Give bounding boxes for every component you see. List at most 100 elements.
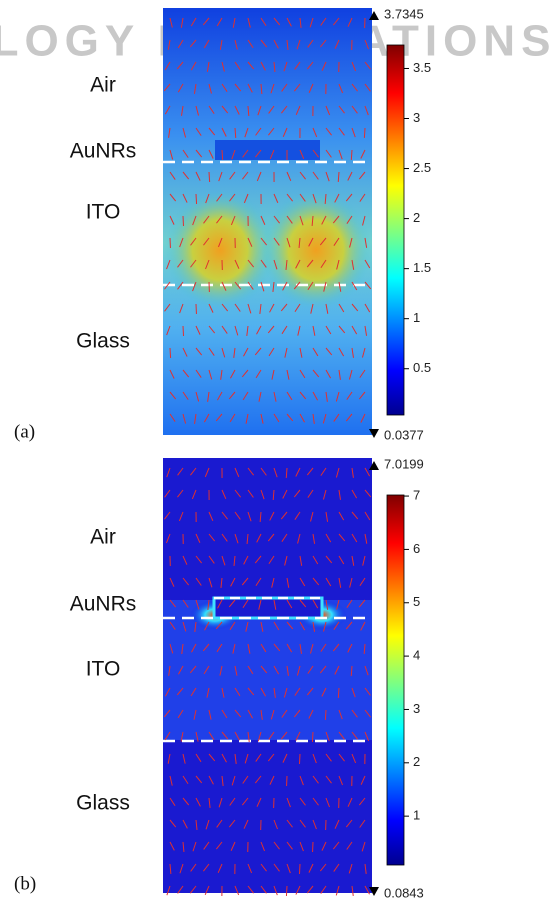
field-arrow <box>206 61 210 72</box>
field-arrow <box>178 511 184 522</box>
field-arrow <box>192 841 197 852</box>
field-arrow <box>221 555 226 566</box>
field-arrow <box>254 555 262 564</box>
field-arrow <box>234 687 241 697</box>
field-arrow <box>364 665 369 676</box>
field-arrow <box>295 731 301 741</box>
field-arrow <box>203 665 210 675</box>
field-arrow <box>208 533 216 542</box>
field-arrow <box>221 687 225 698</box>
field-arrow <box>219 39 223 50</box>
field-arrow <box>295 105 301 115</box>
field-arrow <box>312 369 320 378</box>
field-arrow <box>299 391 307 400</box>
field-arrow <box>351 753 357 764</box>
field-arrow <box>325 127 332 136</box>
field-arrow <box>256 533 262 543</box>
field-arrow <box>194 621 197 632</box>
hotspot <box>165 190 275 310</box>
field-arrow <box>299 215 304 226</box>
field-arrow <box>273 819 278 830</box>
field-arrow <box>272 281 275 292</box>
field-arrow <box>286 797 291 808</box>
field-arrow <box>364 863 367 874</box>
field-arrow <box>346 215 353 224</box>
field-arrow <box>312 533 316 544</box>
field-arrow <box>309 17 314 28</box>
field-arrow <box>234 83 242 92</box>
min-label: 0.0377 <box>384 427 424 442</box>
field-arrow <box>312 775 319 784</box>
field-arrow <box>194 413 197 424</box>
field-arrow <box>247 17 251 28</box>
field-arrow <box>234 105 240 115</box>
field-arrow <box>311 731 314 743</box>
field-arrow <box>364 237 368 248</box>
field-arrow <box>350 149 353 160</box>
field-arrow <box>325 303 329 314</box>
colorbar-tick-label: 2.5 <box>413 160 431 175</box>
layer-label: Glass <box>76 330 130 353</box>
field-arrow <box>256 797 262 807</box>
field-arrow <box>247 303 252 314</box>
field-arrow <box>299 819 306 828</box>
field-arrow <box>325 511 329 522</box>
field-arrow <box>338 303 345 313</box>
field-arrow <box>255 127 262 136</box>
colorbar-tick-label: 3.5 <box>413 60 431 75</box>
field-arrow <box>337 171 340 182</box>
field-arrow <box>294 511 301 520</box>
field-arrow <box>208 303 214 313</box>
field-arrow <box>256 171 262 182</box>
field-arrow <box>293 83 301 92</box>
field-arrow <box>205 259 210 270</box>
field-arrow <box>325 731 330 742</box>
field-arrow <box>246 533 249 544</box>
field-arrow <box>347 643 353 653</box>
field-arrow <box>338 753 345 762</box>
nanorod <box>215 140 320 160</box>
field-arrow <box>294 61 301 70</box>
field-arrow <box>166 885 171 896</box>
field-arrow <box>234 259 240 269</box>
field-arrow <box>298 237 301 248</box>
field-arrow <box>269 775 275 785</box>
field-arrow <box>338 281 342 292</box>
field-arrow <box>232 17 236 28</box>
field-arrow <box>320 643 327 652</box>
field-arrow <box>273 17 281 26</box>
field-arrow <box>284 555 288 566</box>
field-arrow <box>195 599 200 610</box>
field-arrow <box>299 171 306 180</box>
field-arrow <box>260 83 263 94</box>
field-arrow <box>297 325 301 336</box>
layer-label: AuNRs <box>70 593 137 616</box>
field-arrow <box>273 643 281 652</box>
field-arrow <box>260 215 266 225</box>
field-arrow <box>165 533 171 544</box>
field-arrow <box>351 687 356 698</box>
field-arrow <box>351 127 356 138</box>
field-arrow <box>323 621 327 632</box>
plot-b <box>163 458 372 893</box>
field-arrow <box>195 127 202 136</box>
field-arrow <box>286 215 293 224</box>
field-arrow <box>202 643 210 652</box>
field-arrow <box>216 17 223 27</box>
field-arrow <box>208 347 215 356</box>
field-arrow <box>310 511 314 522</box>
field-arrow <box>177 259 184 268</box>
field-arrow <box>221 281 227 291</box>
field-arrow <box>229 171 236 180</box>
field-arrow <box>299 599 307 608</box>
field-arrow <box>164 303 171 312</box>
field-arrow <box>306 885 314 894</box>
field-arrow <box>231 149 236 160</box>
field-arrow <box>338 369 341 380</box>
field-arrow <box>247 643 251 654</box>
field-arrow <box>286 643 293 653</box>
field-arrow <box>243 555 249 565</box>
field-arrow <box>208 171 211 183</box>
field-arrow <box>260 237 268 246</box>
field-arrow <box>230 215 236 226</box>
